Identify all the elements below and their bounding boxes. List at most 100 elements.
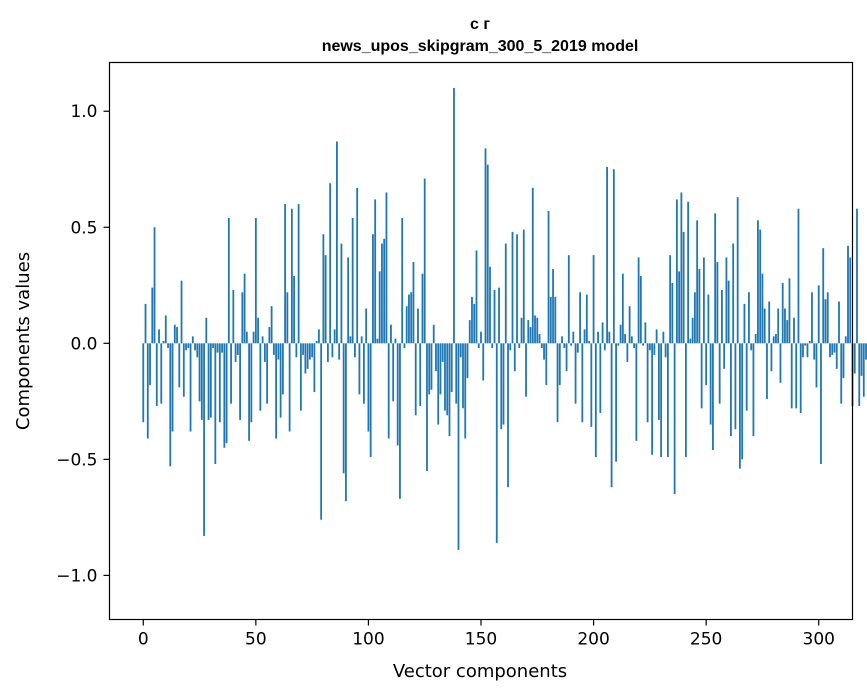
bar-component-271	[752, 343, 755, 437]
bar-component-267	[743, 303, 746, 344]
x-ticks-group: 0 50 100 150 200 250 300	[138, 619, 835, 650]
bar-component-173	[531, 187, 534, 344]
bar-component-236	[673, 343, 676, 495]
bar-component-306	[831, 343, 834, 355]
bar-component-140	[457, 343, 460, 550]
bar-component-15	[176, 327, 178, 344]
bar-component-191	[572, 331, 575, 344]
bar-component-107	[383, 238, 386, 344]
bar-component-157	[495, 343, 498, 543]
bar-component-275	[761, 273, 764, 344]
y-tick-label: 1.0	[70, 102, 97, 122]
bar-component-226	[651, 343, 654, 455]
bar-component-258	[723, 343, 726, 369]
bar-component-93	[351, 218, 354, 344]
bar-component-80	[322, 234, 325, 344]
bar-component-159	[500, 343, 503, 430]
bar-component-295	[806, 343, 809, 358]
bar-component-195	[581, 343, 584, 423]
x-tick-label: 100	[352, 630, 384, 650]
bar-component-116	[403, 343, 406, 348]
bar-component-12	[169, 343, 172, 467]
bar-component-158	[498, 287, 500, 344]
bar-component-110	[390, 324, 392, 344]
bar-component-210	[615, 343, 617, 462]
bar-component-287	[788, 278, 791, 344]
bar-component-177	[540, 343, 543, 348]
bar-component-260	[727, 280, 730, 344]
bar-component-151	[482, 343, 485, 381]
bar-component-311	[842, 343, 845, 379]
bar-component-4	[151, 287, 154, 344]
bar-component-40	[232, 289, 235, 344]
bar-component-62	[281, 343, 284, 395]
bar-component-112	[394, 338, 397, 344]
bar-component-66	[290, 208, 293, 344]
bar-component-303	[824, 299, 827, 344]
bar-component-10	[164, 315, 167, 344]
bar-component-278	[768, 301, 771, 344]
bar-component-204	[601, 322, 604, 344]
bar-component-252	[709, 343, 712, 425]
bar-component-78	[317, 329, 320, 344]
bar-component-216	[628, 306, 631, 344]
x-tick-label: 300	[803, 630, 835, 650]
bar-component-14	[173, 324, 176, 344]
bar-component-89	[342, 343, 345, 474]
bar-component-22	[191, 336, 194, 344]
bar-component-6	[155, 343, 158, 406]
bar-component-242	[687, 201, 690, 344]
bar-component-298	[813, 343, 816, 360]
bar-component-261	[730, 343, 732, 437]
bar-component-16	[178, 343, 181, 388]
bar-component-137	[450, 343, 453, 393]
bar-component-225	[648, 343, 651, 351]
x-tick-label: 0	[138, 630, 149, 650]
bar-component-285	[784, 308, 786, 344]
bar-component-124	[421, 273, 424, 344]
bar-component-45	[243, 273, 246, 344]
y-tick-label: 0.0	[70, 334, 97, 354]
bar-component-175	[536, 317, 539, 344]
bar-component-2	[146, 343, 149, 439]
bar-component-105	[378, 271, 381, 344]
bar-component-215	[626, 343, 629, 362]
bar-component-164	[511, 231, 514, 344]
bar-component-24	[196, 343, 199, 358]
bar-component-11	[167, 343, 169, 348]
bar-component-280	[772, 336, 775, 344]
bar-component-317	[856, 208, 858, 344]
bar-component-57	[270, 306, 273, 344]
bar-component-183	[554, 296, 557, 344]
bar-component-76	[313, 343, 316, 393]
bar-component-181	[549, 296, 552, 344]
bar-component-187	[563, 343, 566, 348]
bar-component-251	[707, 294, 710, 344]
bar-component-5	[153, 227, 156, 344]
bar-component-96	[358, 343, 361, 395]
bar-component-192	[574, 343, 577, 404]
bar-component-141	[459, 343, 462, 358]
bar-component-203	[599, 343, 602, 413]
bar-component-199	[590, 343, 593, 427]
bar-component-49	[252, 331, 255, 344]
bar-component-48	[250, 343, 253, 423]
bar-component-55	[266, 343, 269, 404]
bar-component-59	[275, 343, 278, 439]
bar-component-155	[491, 343, 494, 348]
bar-component-98	[363, 343, 365, 404]
bar-component-32	[214, 343, 217, 464]
bar-component-244	[691, 317, 694, 344]
bar-component-312	[844, 336, 847, 344]
bar-component-235	[671, 282, 674, 344]
bar-component-133	[441, 343, 444, 362]
bar-component-259	[725, 257, 728, 344]
bar-component-246	[696, 220, 699, 344]
bar-component-28	[205, 317, 208, 344]
bar-component-131	[437, 343, 440, 425]
bar-component-207	[608, 331, 611, 344]
bar-component-198	[588, 341, 590, 344]
bar-component-264	[736, 197, 739, 344]
bar-component-79	[320, 343, 323, 520]
bar-component-274	[759, 229, 762, 344]
